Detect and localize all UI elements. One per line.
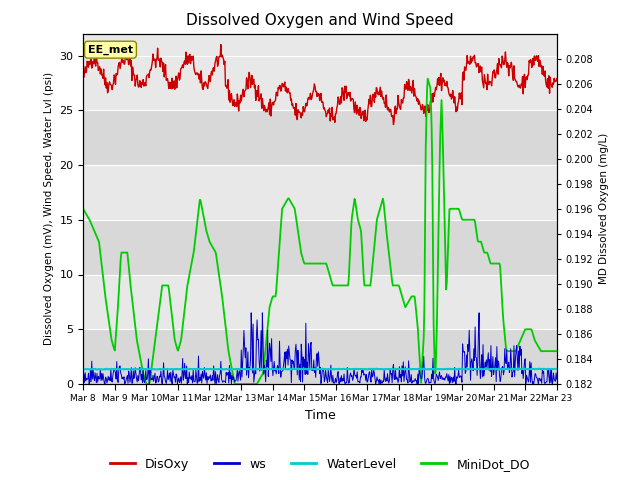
- Bar: [83, 110, 557, 165]
- Y-axis label: Dissolved Oxygen (mV), Wind Speed, Water Lvl (psi): Dissolved Oxygen (mV), Wind Speed, Water…: [44, 72, 54, 346]
- Text: EE_met: EE_met: [88, 45, 133, 55]
- Title: Dissolved Oxygen and Wind Speed: Dissolved Oxygen and Wind Speed: [186, 13, 454, 28]
- Bar: [83, 56, 557, 110]
- Legend: DisOxy, ws, WaterLevel, MiniDot_DO: DisOxy, ws, WaterLevel, MiniDot_DO: [105, 453, 535, 476]
- Bar: [83, 275, 557, 329]
- Y-axis label: MD Dissolved Oxygen (mg/L): MD Dissolved Oxygen (mg/L): [599, 133, 609, 285]
- X-axis label: Time: Time: [305, 409, 335, 422]
- Bar: [83, 165, 557, 220]
- Bar: [83, 220, 557, 275]
- Bar: [83, 329, 557, 384]
